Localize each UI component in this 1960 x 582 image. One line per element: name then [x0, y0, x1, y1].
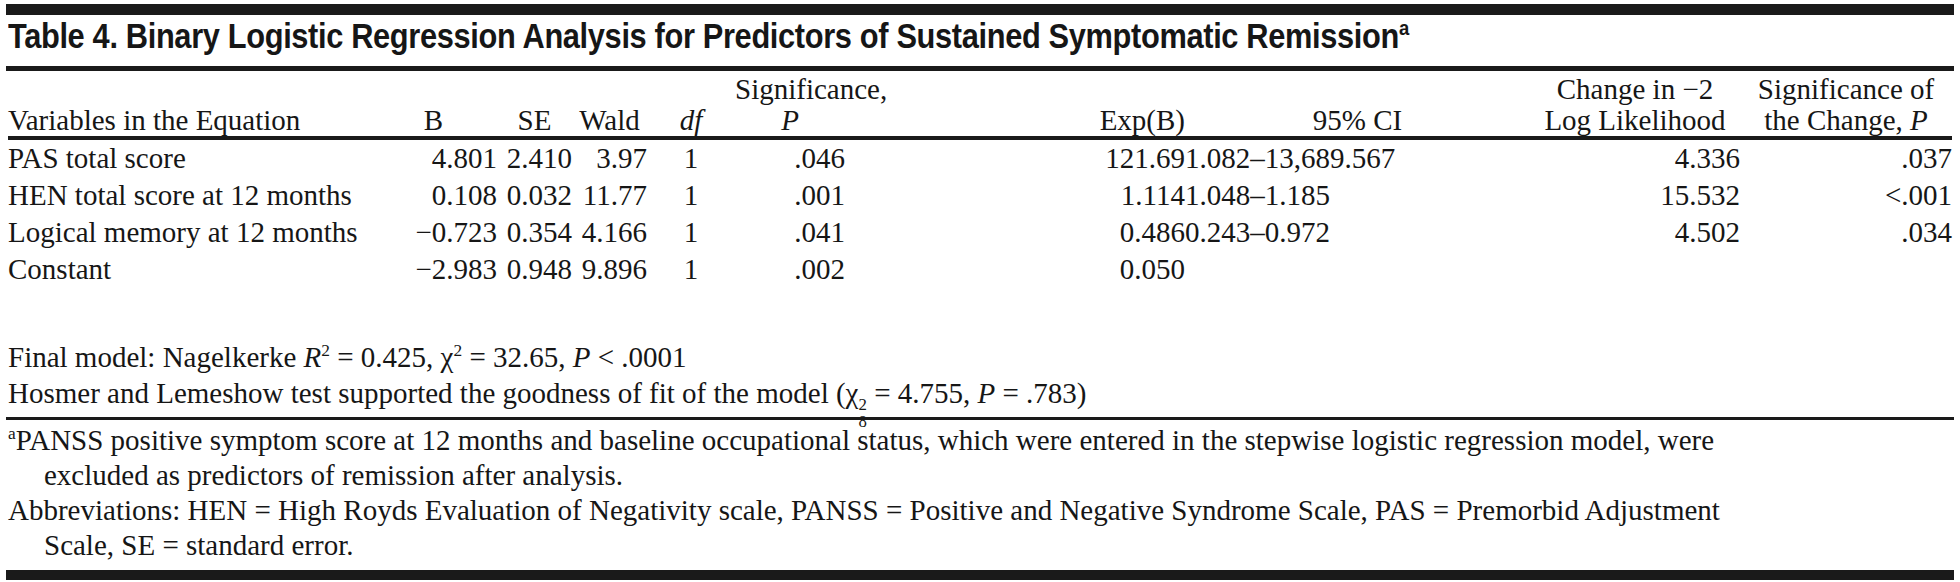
- cell-b: −0.723: [370, 214, 497, 251]
- cell-b: −2.983: [370, 251, 497, 288]
- col-header-sig-of-change: Significance of the Change, P: [1740, 74, 1952, 138]
- cell-variable: Logical memory at 12 months: [8, 214, 370, 251]
- regression-table: Variables in the Equation B SE Wald df S…: [8, 74, 1952, 288]
- table-title: Table 4. Binary Logistic Regression Anal…: [8, 16, 1409, 56]
- cell-significance: .001: [735, 177, 845, 214]
- header-row: Variables in the Equation B SE Wald df S…: [8, 74, 1952, 138]
- col-header-b: B: [370, 74, 497, 138]
- table-row: Logical memory at 12 months −0.723 0.354…: [8, 214, 1952, 251]
- cell-df: 1: [647, 177, 735, 214]
- cell-variable: Constant: [8, 251, 370, 288]
- cell-ci: 0.243–0.972: [1185, 214, 1530, 251]
- abbreviations-line2: Scale, SE = standard error.: [8, 528, 1720, 563]
- cell-df: 1: [647, 251, 735, 288]
- cell-change-2ll: 4.502: [1530, 214, 1740, 251]
- final-model-text3: = 32.65,: [462, 341, 573, 373]
- col-header-sig-of-change-line2: the Change, P: [1740, 105, 1952, 136]
- cell-sig-of-change: .034: [1740, 214, 1952, 251]
- abbreviations-line1: Abbreviations: HEN = High Royds Evaluati…: [8, 493, 1720, 528]
- cell-se: 2.410: [497, 138, 572, 177]
- cell-se: 0.948: [497, 251, 572, 288]
- cell-sig-of-change: <.001: [1740, 177, 1952, 214]
- col-header-df: df: [647, 74, 735, 138]
- table-row: HEN total score at 12 months 0.108 0.032…: [8, 177, 1952, 214]
- cell-df: 1: [647, 138, 735, 177]
- footnote-a-line2: excluded as predictors of remission afte…: [8, 458, 1720, 493]
- col-header-sig-of-change-line1: Significance of: [1740, 74, 1952, 105]
- cell-b: 4.801: [370, 138, 497, 177]
- footnote-divider-rule: [6, 417, 1954, 420]
- cell-wald: 9.896: [572, 251, 647, 288]
- cell-exp-b: 121.69: [845, 138, 1185, 177]
- paper-table-figure: Table 4. Binary Logistic Regression Anal…: [0, 0, 1960, 582]
- col-header-wald: Wald: [572, 74, 647, 138]
- final-model-r-sup: 2: [321, 340, 330, 360]
- col-header-change-2ll-line2: Log Likelihood: [1530, 105, 1740, 136]
- hosmer-text3: = .783): [995, 377, 1086, 409]
- footnote-a-text: PANSS positive symptom score at 12 month…: [16, 424, 1714, 456]
- final-model-text2: = 0.425, χ: [330, 341, 453, 373]
- top-rule: [6, 4, 1954, 15]
- hosmer-text: Hosmer and Lemeshow test supported the g…: [8, 377, 858, 409]
- table-row: Constant −2.983 0.948 9.896 1 .002 0.050: [8, 251, 1952, 288]
- final-model-text4: < .0001: [591, 341, 687, 373]
- cell-wald: 4.166: [572, 214, 647, 251]
- final-model-chi-sup: 2: [453, 340, 462, 360]
- cell-significance: .046: [735, 138, 845, 177]
- cell-change-2ll: [1530, 251, 1740, 288]
- cell-significance: .002: [735, 251, 845, 288]
- col-header-variables: Variables in the Equation: [8, 74, 370, 138]
- bottom-rule: [6, 570, 1954, 580]
- final-model-r: R: [304, 341, 322, 373]
- cell-wald: 11.77: [572, 177, 647, 214]
- col-header-se: SE: [497, 74, 572, 138]
- footnote-a-line1: aPANSS positive symptom score at 12 mont…: [8, 423, 1720, 458]
- cell-exp-b: 0.050: [845, 251, 1185, 288]
- final-model-line: Final model: Nagelkerke R2 = 0.425, χ2 =…: [8, 339, 1086, 375]
- cell-variable: PAS total score: [8, 138, 370, 177]
- cell-exp-b: 0.486: [845, 214, 1185, 251]
- cell-se: 0.032: [497, 177, 572, 214]
- col-header-significance: Significance, P: [735, 74, 845, 138]
- cell-exp-b: 1.114: [845, 177, 1185, 214]
- col-header-change-2ll: Change in −2 Log Likelihood: [1530, 74, 1740, 138]
- col-header-ci: 95% CI: [1185, 74, 1530, 138]
- cell-change-2ll: 4.336: [1530, 138, 1740, 177]
- hosmer-text2: = 4.755,: [867, 377, 978, 409]
- cell-ci: 1.082–13,689.567: [1185, 138, 1530, 177]
- col-header-change-2ll-line1: Change in −2: [1530, 74, 1740, 105]
- title-divider-rule: [6, 66, 1954, 71]
- col-header-significance-line2: P: [735, 105, 845, 136]
- final-model-text: Final model: Nagelkerke: [8, 341, 304, 373]
- col-header-significance-line1: Significance,: [735, 74, 845, 105]
- cell-significance: .041: [735, 214, 845, 251]
- sig-of-change-line2-text: the Change,: [1764, 104, 1910, 136]
- footnotes: aPANSS positive symptom score at 12 mont…: [8, 423, 1720, 563]
- cell-variable: HEN total score at 12 months: [8, 177, 370, 214]
- table-row: PAS total score 4.801 2.410 3.97 1 .046 …: [8, 138, 1952, 177]
- cell-ci: 1.048–1.185: [1185, 177, 1530, 214]
- cell-wald: 3.97: [572, 138, 647, 177]
- col-header-exp-b: Exp(B): [845, 74, 1185, 138]
- cell-sig-of-change: [1740, 251, 1952, 288]
- sig-of-change-line2-p: P: [1910, 104, 1928, 136]
- cell-ci: [1185, 251, 1530, 288]
- table-title-text: Table 4. Binary Logistic Regression Anal…: [8, 16, 1399, 55]
- table-title-footnote-marker: a: [1399, 16, 1409, 39]
- final-model-p: P: [573, 341, 591, 373]
- hosmer-p: P: [978, 377, 996, 409]
- cell-se: 0.354: [497, 214, 572, 251]
- cell-df: 1: [647, 214, 735, 251]
- cell-change-2ll: 15.532: [1530, 177, 1740, 214]
- cell-sig-of-change: .037: [1740, 138, 1952, 177]
- cell-b: 0.108: [370, 177, 497, 214]
- footnote-a-marker: a: [8, 423, 16, 443]
